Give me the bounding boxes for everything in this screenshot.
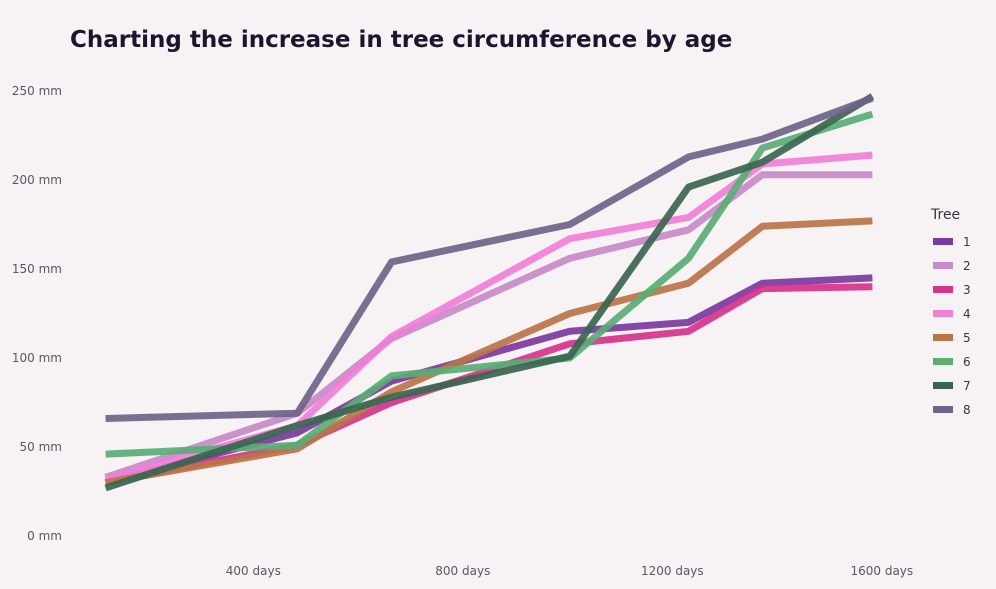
- x-tick-label: 800 days: [435, 564, 490, 578]
- legend: Tree 1 2 3 4 5 6 7 8: [930, 207, 971, 417]
- legend-label-tree-2: 2: [963, 259, 971, 273]
- y-tick-label: 100 mm: [12, 351, 62, 365]
- legend-label-tree-6: 6: [963, 355, 971, 369]
- legend-swatch-tree-5: [933, 334, 953, 341]
- legend-swatch-tree-6: [933, 358, 953, 365]
- legend-label-tree-1: 1: [963, 235, 971, 249]
- y-tick-label: 250 mm: [12, 84, 62, 98]
- series-lines: [106, 96, 873, 488]
- x-tick-label: 1200 days: [641, 564, 704, 578]
- legend-label-tree-7: 7: [963, 379, 971, 393]
- legend-swatch-tree-7: [933, 382, 953, 389]
- legend-label-tree-4: 4: [963, 307, 971, 321]
- y-tick-label: 50 mm: [20, 440, 62, 454]
- chart-title: Charting the increase in tree circumfere…: [70, 27, 732, 53]
- tree-circumference-chart: Charting the increase in tree circumfere…: [0, 0, 996, 589]
- y-axis-ticks: 0 mm 50 mm 100 mm 150 mm 200 mm 250 mm: [12, 84, 62, 543]
- legend-swatch-tree-1: [933, 238, 953, 245]
- legend-swatch-tree-3: [933, 286, 953, 293]
- legend-swatch-tree-8: [933, 406, 953, 413]
- x-tick-label: 400 days: [226, 564, 281, 578]
- series-line-tree-4: [106, 155, 873, 479]
- y-tick-label: 200 mm: [12, 173, 62, 187]
- x-axis-ticks: 400 days 800 days 1200 days 1600 days: [226, 564, 913, 578]
- y-tick-label: 150 mm: [12, 262, 62, 276]
- series-line-tree-2: [106, 175, 873, 478]
- legend-label-tree-5: 5: [963, 331, 971, 345]
- legend-title: Tree: [930, 207, 960, 223]
- legend-label-tree-3: 3: [963, 283, 971, 297]
- legend-swatch-tree-4: [933, 310, 953, 317]
- legend-swatch-tree-2: [933, 262, 953, 269]
- y-tick-label: 0 mm: [27, 529, 62, 543]
- legend-label-tree-8: 8: [963, 403, 971, 417]
- x-tick-label: 1600 days: [850, 564, 913, 578]
